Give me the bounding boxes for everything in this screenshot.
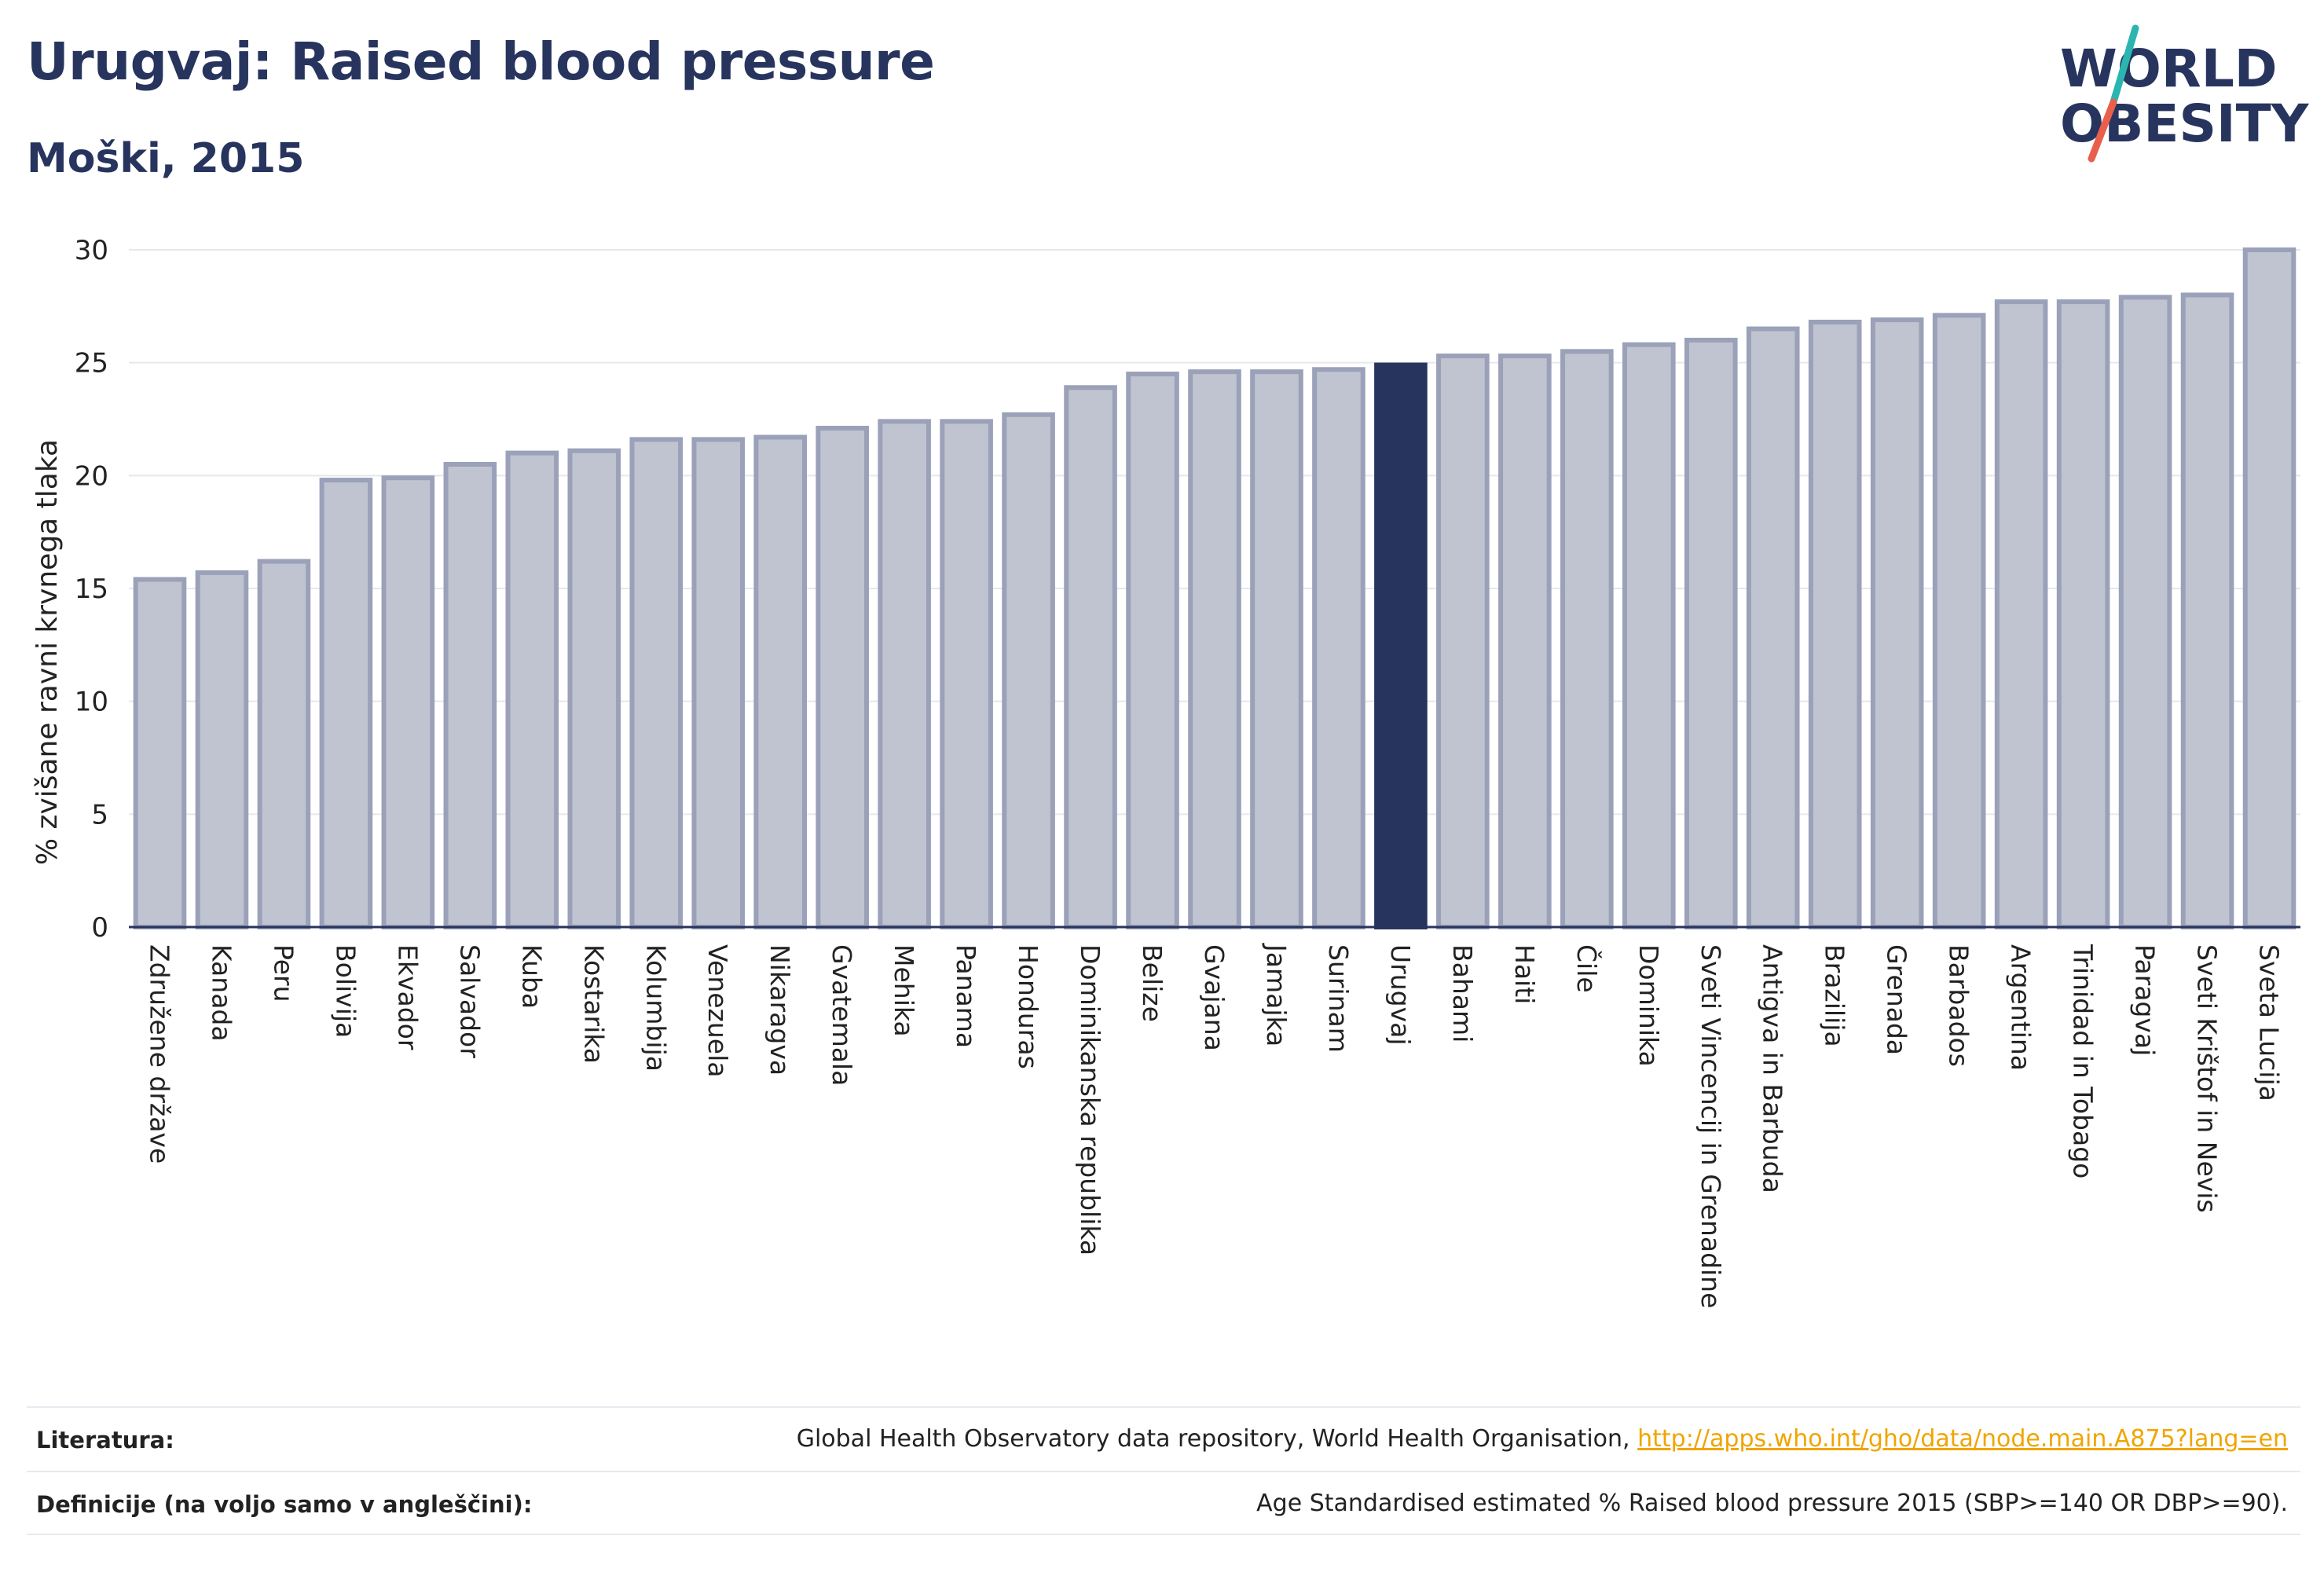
x-tick-label: Salvador <box>454 944 485 1058</box>
x-tick-label: Sveta Lucija <box>2254 944 2285 1101</box>
x-tick-label: Surinam <box>1323 944 1354 1053</box>
x-tick-label: Sveti Vincencij in Grenadine <box>1695 944 1726 1308</box>
y-tick-label: 5 <box>91 799 108 830</box>
x-tick-label: Kostarika <box>578 944 609 1064</box>
x-tick-label: Kanada <box>206 944 236 1042</box>
bar <box>1994 299 2048 929</box>
bar <box>2118 295 2172 929</box>
x-tick-label: Honduras <box>1013 944 1043 1069</box>
bar <box>1932 313 1986 929</box>
bar <box>2056 299 2110 929</box>
logo-line-1: WORLD <box>2060 38 2278 99</box>
x-tick-label: Kolumbija <box>640 944 671 1072</box>
bar <box>1622 342 1676 929</box>
x-tick-label: Barbados <box>1944 944 1974 1067</box>
x-tick-label: Bahami <box>1447 944 1478 1043</box>
bar-highlighted <box>1374 362 1428 930</box>
x-tick-label: Dominika <box>1633 944 1664 1067</box>
bars <box>133 247 2297 930</box>
world-obesity-logo: WORLD OBESITY <box>2060 24 2310 163</box>
definitions-value: Age Standardised estimated % Raised bloo… <box>1256 1490 2288 1517</box>
bar <box>940 419 993 929</box>
bar <box>567 448 621 929</box>
x-tick-label: Trinidad in Tobago <box>2068 944 2099 1178</box>
y-tick-label: 25 <box>75 348 108 379</box>
bar <box>1436 354 1490 929</box>
bar <box>1312 367 1365 929</box>
bar <box>691 437 746 929</box>
axes: 0 5 10 15 20 25 30 <box>75 235 2300 944</box>
logo-slash-bottom <box>2088 98 2117 163</box>
x-tick-label: Dominikanska republika <box>1075 944 1105 1255</box>
bar <box>133 577 187 929</box>
x-tick-label: Bolivija <box>330 944 361 1038</box>
bar <box>878 419 931 929</box>
page-subtitle: Moški, 2015 <box>27 135 305 182</box>
x-tick-label: Belize <box>1137 944 1167 1022</box>
sources-text: Global Health Observatory data repositor… <box>796 1425 1630 1453</box>
x-tick-label: Ekvador <box>392 944 423 1050</box>
x-tick-label: Sveti Krištof in Nevis <box>2192 944 2223 1213</box>
footer-divider-bottom <box>27 1534 2300 1535</box>
x-tick-label: Čile <box>1571 944 1603 993</box>
bar <box>2180 292 2234 929</box>
y-tick-label: 30 <box>75 235 108 266</box>
footer-divider-middle <box>27 1471 2300 1472</box>
bar <box>1746 326 1800 930</box>
logo-slash-top <box>2110 24 2139 106</box>
x-tick-label: Združene države <box>144 944 174 1164</box>
bar <box>1188 369 1241 930</box>
x-tick-label: Nikaragva <box>764 944 795 1076</box>
x-tick-label: Brazilija <box>1820 944 1850 1047</box>
sources-link[interactable]: http://apps.who.int/gho/data/node.main.A… <box>1637 1425 2288 1453</box>
y-tick-label: 0 <box>91 912 108 944</box>
bar <box>381 475 435 929</box>
x-tick-label: Argentina <box>2006 944 2036 1071</box>
x-tick-label: Venezuela <box>702 944 733 1077</box>
bar <box>443 461 497 929</box>
bar <box>319 478 373 929</box>
bar <box>1684 337 1738 929</box>
footer-divider-top <box>27 1406 2300 1408</box>
bar <box>1002 412 1055 929</box>
y-tick-label: 20 <box>75 460 108 492</box>
x-tick-label: Grenada <box>1882 944 1912 1055</box>
y-tick-label: 15 <box>75 574 108 605</box>
bar <box>2242 247 2297 929</box>
bar <box>257 559 311 930</box>
bar <box>1126 372 1179 929</box>
x-tick-label: Paragvaj <box>2130 944 2161 1056</box>
bar <box>195 570 249 929</box>
y-axis-title: % zvišane ravni krvnega tlaka <box>31 439 64 865</box>
x-tick-label: Antigva in Barbuda <box>1758 944 1788 1193</box>
bar <box>1064 385 1117 930</box>
sources-label: Literatura: <box>36 1427 174 1453</box>
definitions-label: Definicije (na voljo samo v angleščini): <box>36 1491 533 1518</box>
x-tick-label: Haiti <box>1509 944 1540 1004</box>
x-tick-label: Mehika <box>889 944 919 1037</box>
x-tick-label: Panama <box>951 944 981 1048</box>
x-tick-label: Jamajka <box>1261 943 1292 1046</box>
y-tick-label: 10 <box>75 687 108 718</box>
bar <box>1560 349 1614 929</box>
bar <box>505 450 559 929</box>
bar <box>1250 369 1303 930</box>
bar-chart: 0 5 10 15 20 25 30 Združene države Kanada Peru Bo… <box>31 235 2300 1308</box>
bar <box>753 434 807 929</box>
bar <box>629 437 684 929</box>
category-labels: Združene države Kanada Peru Bolivija Ekvador… <box>144 943 2284 1308</box>
x-tick-label: Gvatemala <box>827 944 857 1086</box>
bar <box>816 425 869 929</box>
x-tick-label: Urugvaj <box>1385 944 1416 1046</box>
x-tick-label: Gvajana <box>1199 944 1230 1051</box>
bar <box>1870 317 1924 930</box>
page-title: Urugvaj: Raised blood pressure <box>27 31 935 92</box>
x-tick-label: Peru <box>268 944 299 1002</box>
bar <box>1808 319 1862 929</box>
bar <box>1498 354 1552 929</box>
x-tick-label: Kuba <box>516 944 547 1009</box>
sources-value: Global Health Observatory data repositor… <box>797 1425 2288 1453</box>
